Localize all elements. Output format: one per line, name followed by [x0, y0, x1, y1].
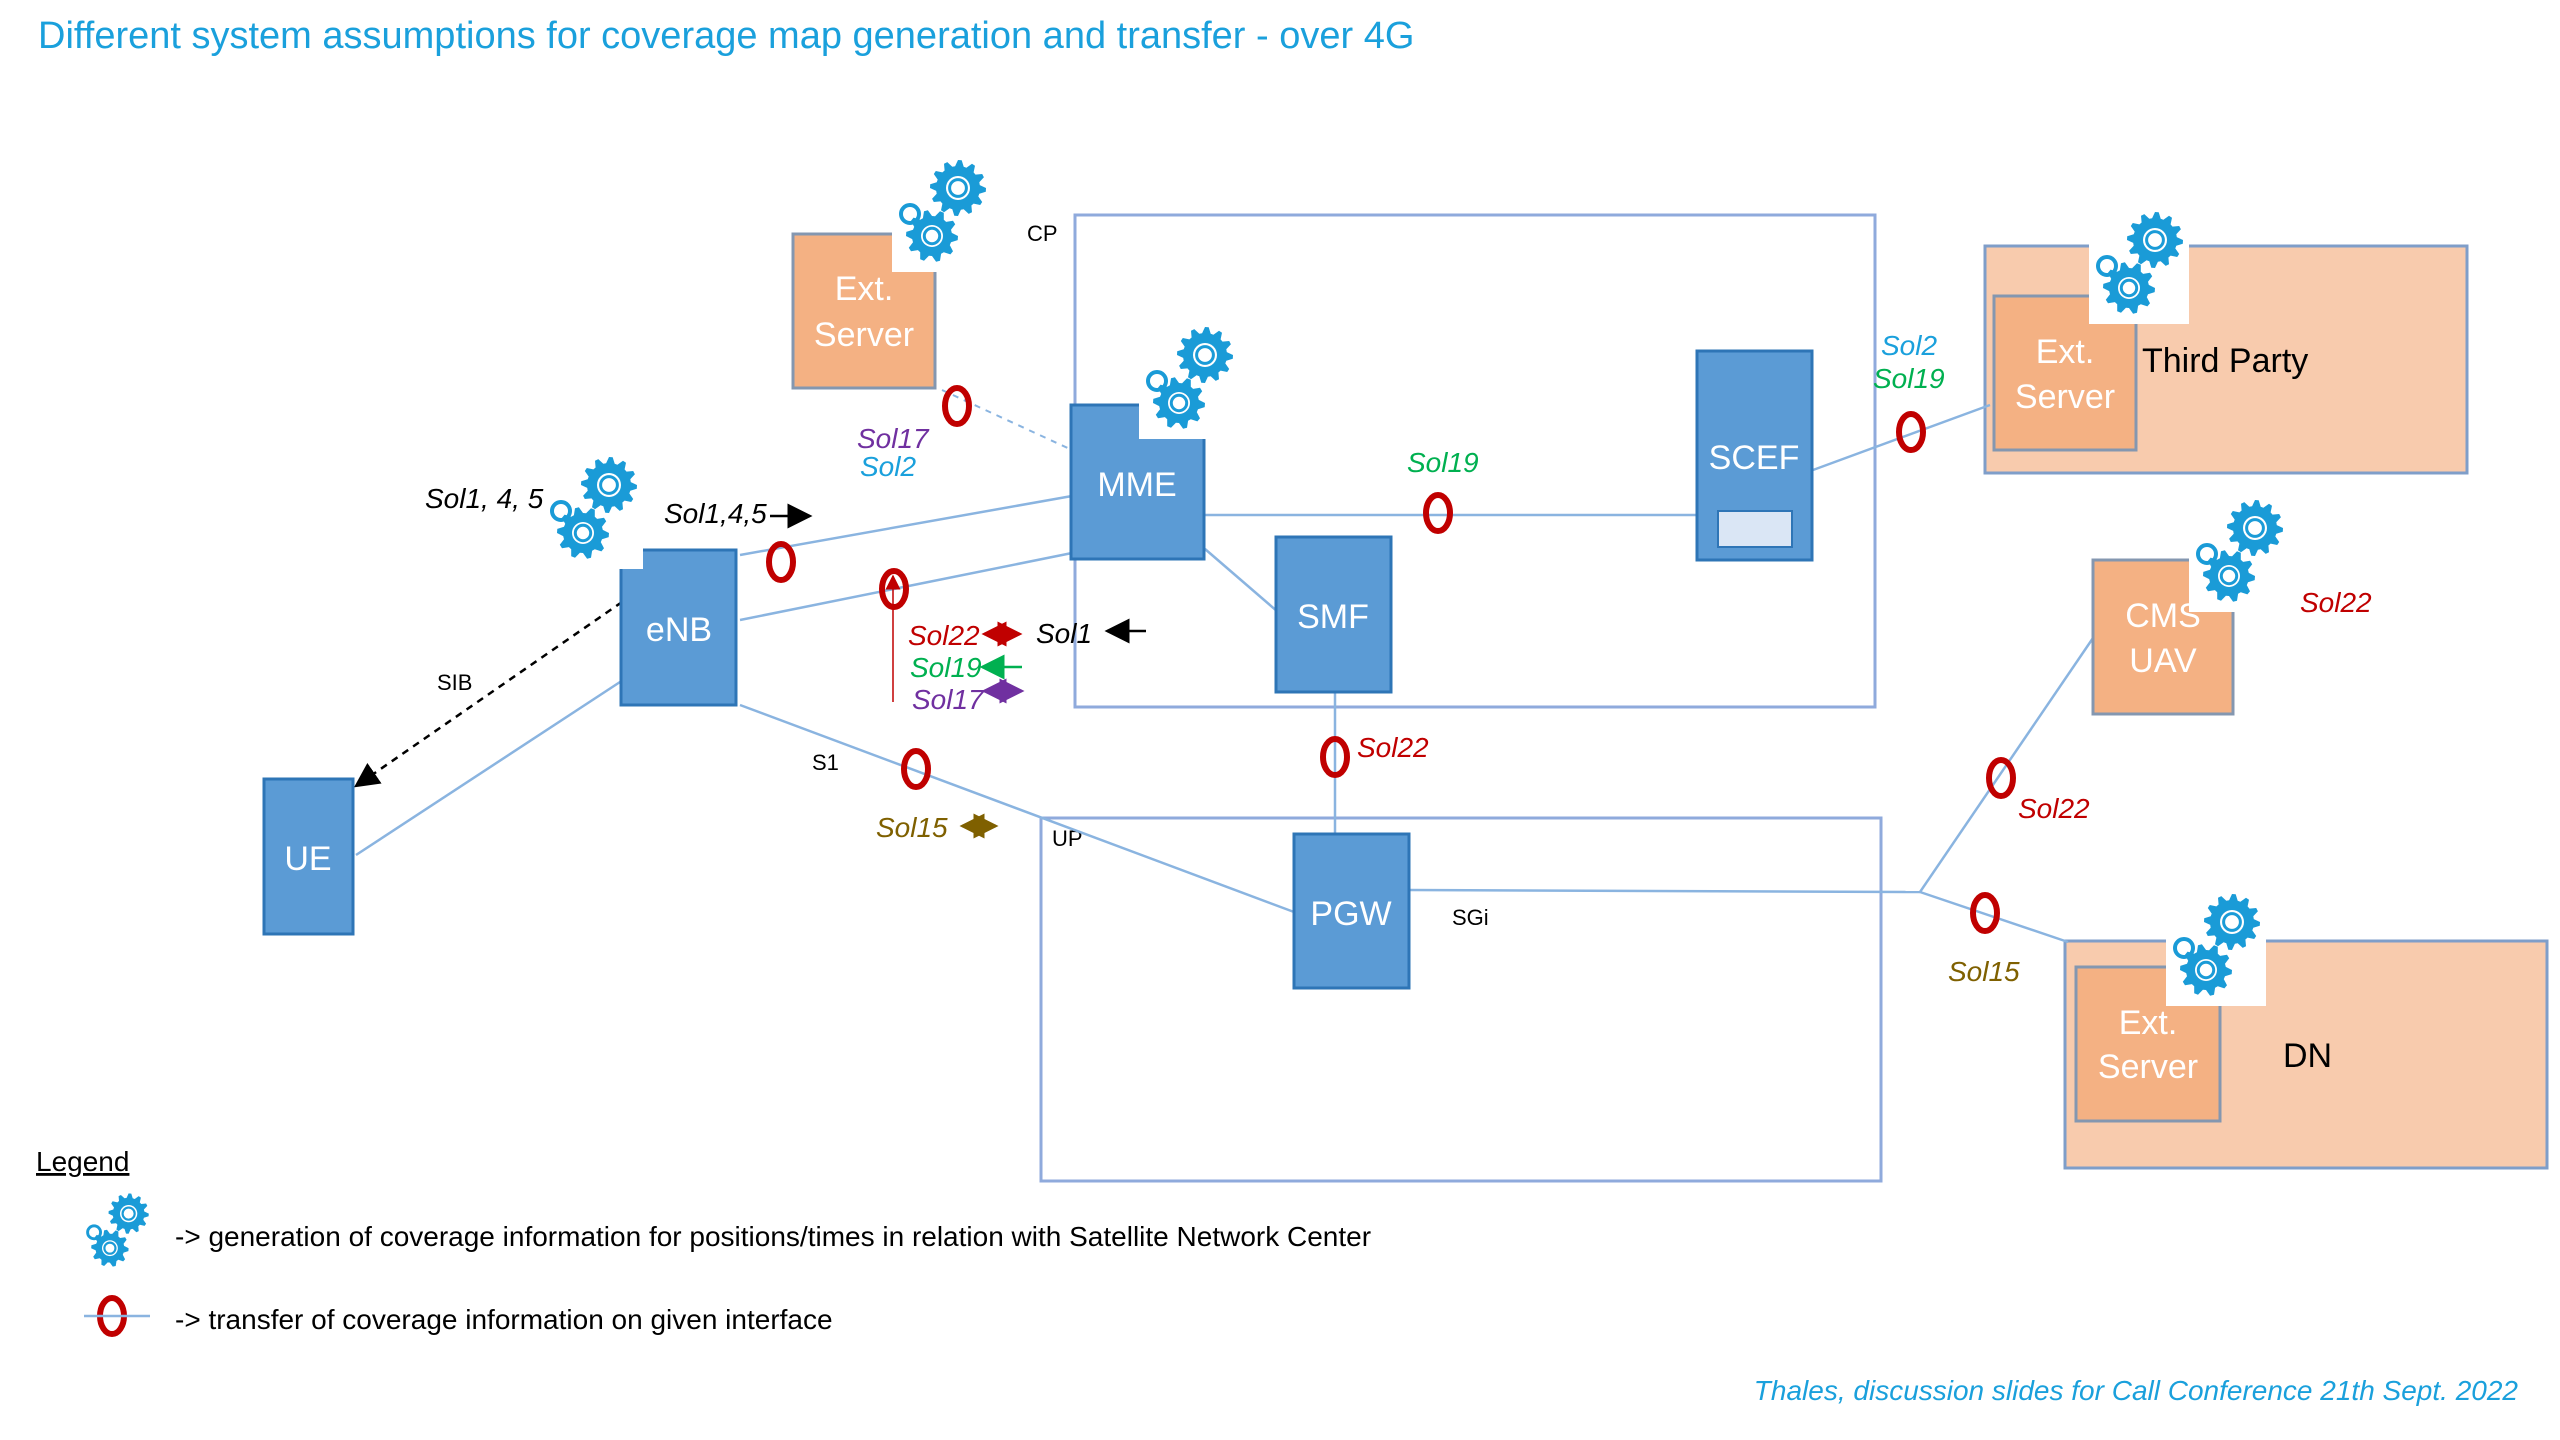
transfer-ring-icon [1986, 757, 2016, 799]
sol15-dn-label: Sol15 [1948, 956, 2020, 987]
transfer-ring-icon [1970, 892, 2000, 934]
ue-label: UE [284, 840, 331, 878]
ext-server-third-party[interactable]: Ext. Server [1992, 294, 2138, 452]
up-plane-label: UP [1052, 826, 1083, 851]
gear-icon [892, 154, 992, 272]
dn-label: DN [2283, 1037, 2332, 1075]
sol19-tp-label: Sol19 [1873, 363, 1945, 394]
enb-node[interactable]: eNB [619, 548, 738, 707]
ext-server-dn-label-2: Server [2098, 1048, 2198, 1086]
gear-icon [2166, 888, 2266, 1006]
third-party-label: Third Party [2142, 342, 2308, 380]
gear-icons [80, 154, 2289, 1273]
sol22-smf-label: Sol22 [1357, 732, 1429, 763]
cms-uav-label-1: CMS [2125, 597, 2201, 635]
sol22-cms-label: Sol22 [2300, 587, 2372, 618]
cp-plane-label: CP [1027, 221, 1058, 246]
sol2-tp-label: Sol2 [1881, 330, 1937, 361]
gear-icon [2189, 494, 2289, 612]
mme-label: MME [1097, 466, 1176, 504]
gear-icon [543, 451, 643, 569]
up-plane-box [1039, 816, 1883, 1183]
sol19-mid-label: Sol19 [1407, 447, 1479, 478]
transfer-ring-icon [1896, 411, 1926, 453]
sol17-mme-label: Sol17 [857, 423, 930, 454]
transfer-ring-icon [766, 541, 796, 583]
transfer-ring-icon [879, 568, 909, 610]
legend-ring-text: -> transfer of coverage information on g… [175, 1304, 833, 1335]
scef-node[interactable]: SCEF [1695, 349, 1814, 562]
scef-inner-box [1717, 510, 1793, 548]
transfer-ring-icon [1320, 736, 1350, 778]
smf-label: SMF [1297, 598, 1369, 636]
gear-icon [2089, 206, 2189, 324]
transfer-ring-icon [901, 748, 931, 790]
sol22-link-label: Sol22 [2018, 793, 2090, 824]
sol-1-4-5-arrow-label: Sol1,4,5 [664, 498, 767, 529]
pgw-node[interactable]: PGW [1292, 832, 1411, 990]
sib-arrow [353, 600, 623, 788]
gear-icon [1139, 321, 1239, 439]
s1-label: S1 [812, 750, 839, 775]
scef-label: SCEF [1709, 439, 1800, 477]
transfer-ring-icon [942, 385, 972, 427]
legend-gear-text: -> generation of coverage information fo… [175, 1221, 1371, 1252]
sol1-a-label: Sol1 [1036, 618, 1092, 649]
footer-note: Thales, discussion slides for Call Confe… [1754, 1375, 2519, 1406]
pgw-label: PGW [1310, 895, 1391, 933]
ext-server-dn-label-1: Ext. [2119, 1004, 2178, 1042]
smf-node[interactable]: SMF [1274, 535, 1393, 694]
ext-server-top-label-1: Ext. [835, 270, 894, 308]
ring-icons [97, 385, 2016, 1337]
legend-gear-icon [80, 1188, 152, 1273]
ue-node[interactable]: UE [262, 777, 355, 936]
ext-server-tp-label-2: Server [2015, 378, 2115, 416]
enb-label: eNB [646, 611, 712, 649]
sol22-a-label: Sol22 [908, 620, 980, 651]
sgi-label: SGi [1452, 905, 1489, 930]
cms-uav-label-2: UAV [2129, 642, 2197, 680]
legend-title: Legend [36, 1146, 129, 1177]
sib-label: SIB [437, 670, 472, 695]
page-title: Different system assumptions for coverag… [38, 15, 1414, 57]
sol15-s1-label: Sol15 [876, 812, 948, 843]
ext-server-top-label-2: Server [814, 316, 914, 354]
sol17-a-label: Sol17 [912, 684, 985, 715]
ext-server-tp-label-1: Ext. [2036, 333, 2095, 371]
sol2-mme-label: Sol2 [860, 451, 916, 482]
sol19-a-label: Sol19 [910, 652, 982, 683]
sol-1-4-5-gen-label: Sol1, 4, 5 [425, 483, 544, 514]
transfer-ring-icon [1423, 492, 1453, 534]
